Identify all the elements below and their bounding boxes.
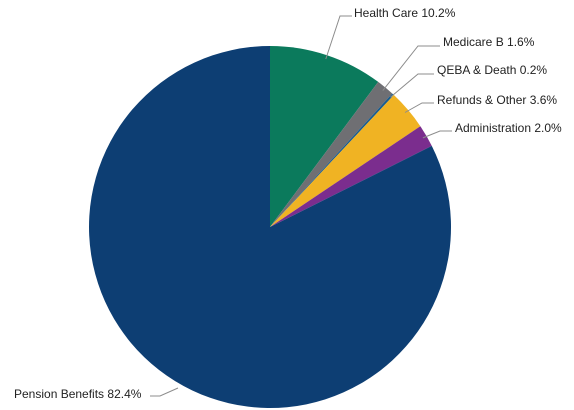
leader-line-refunds-other	[404, 102, 434, 113]
label-pension-benefits: Pension Benefits 82.4%	[14, 387, 142, 401]
slice-pension-benefits	[89, 46, 452, 408]
pie-slices	[89, 46, 452, 408]
slice-labels: Health Care 10.2% Medicare B 1.6% QEBA &…	[14, 6, 562, 401]
leader-line-health-care	[325, 15, 352, 60]
label-medicare-b: Medicare B 1.6%	[443, 35, 535, 49]
leader-lines	[150, 15, 452, 397]
slice-qeba-death	[270, 93, 394, 227]
label-refunds-other: Refunds & Other 3.6%	[437, 93, 557, 107]
leader-line-pension-benefits	[150, 387, 179, 397]
slice-medicare-b	[270, 81, 393, 227]
label-qeba-death: QEBA & Death 0.2%	[437, 63, 547, 77]
label-administration: Administration 2.0%	[455, 121, 562, 135]
leader-line-qeba-death	[390, 73, 434, 98]
leader-line-administration	[422, 130, 452, 139]
slice-administration	[270, 126, 432, 227]
label-health-care: Health Care 10.2%	[354, 6, 456, 20]
leader-line-medicare-b	[382, 45, 440, 91]
slice-refunds-other	[270, 95, 421, 227]
slice-health-care	[270, 46, 379, 227]
